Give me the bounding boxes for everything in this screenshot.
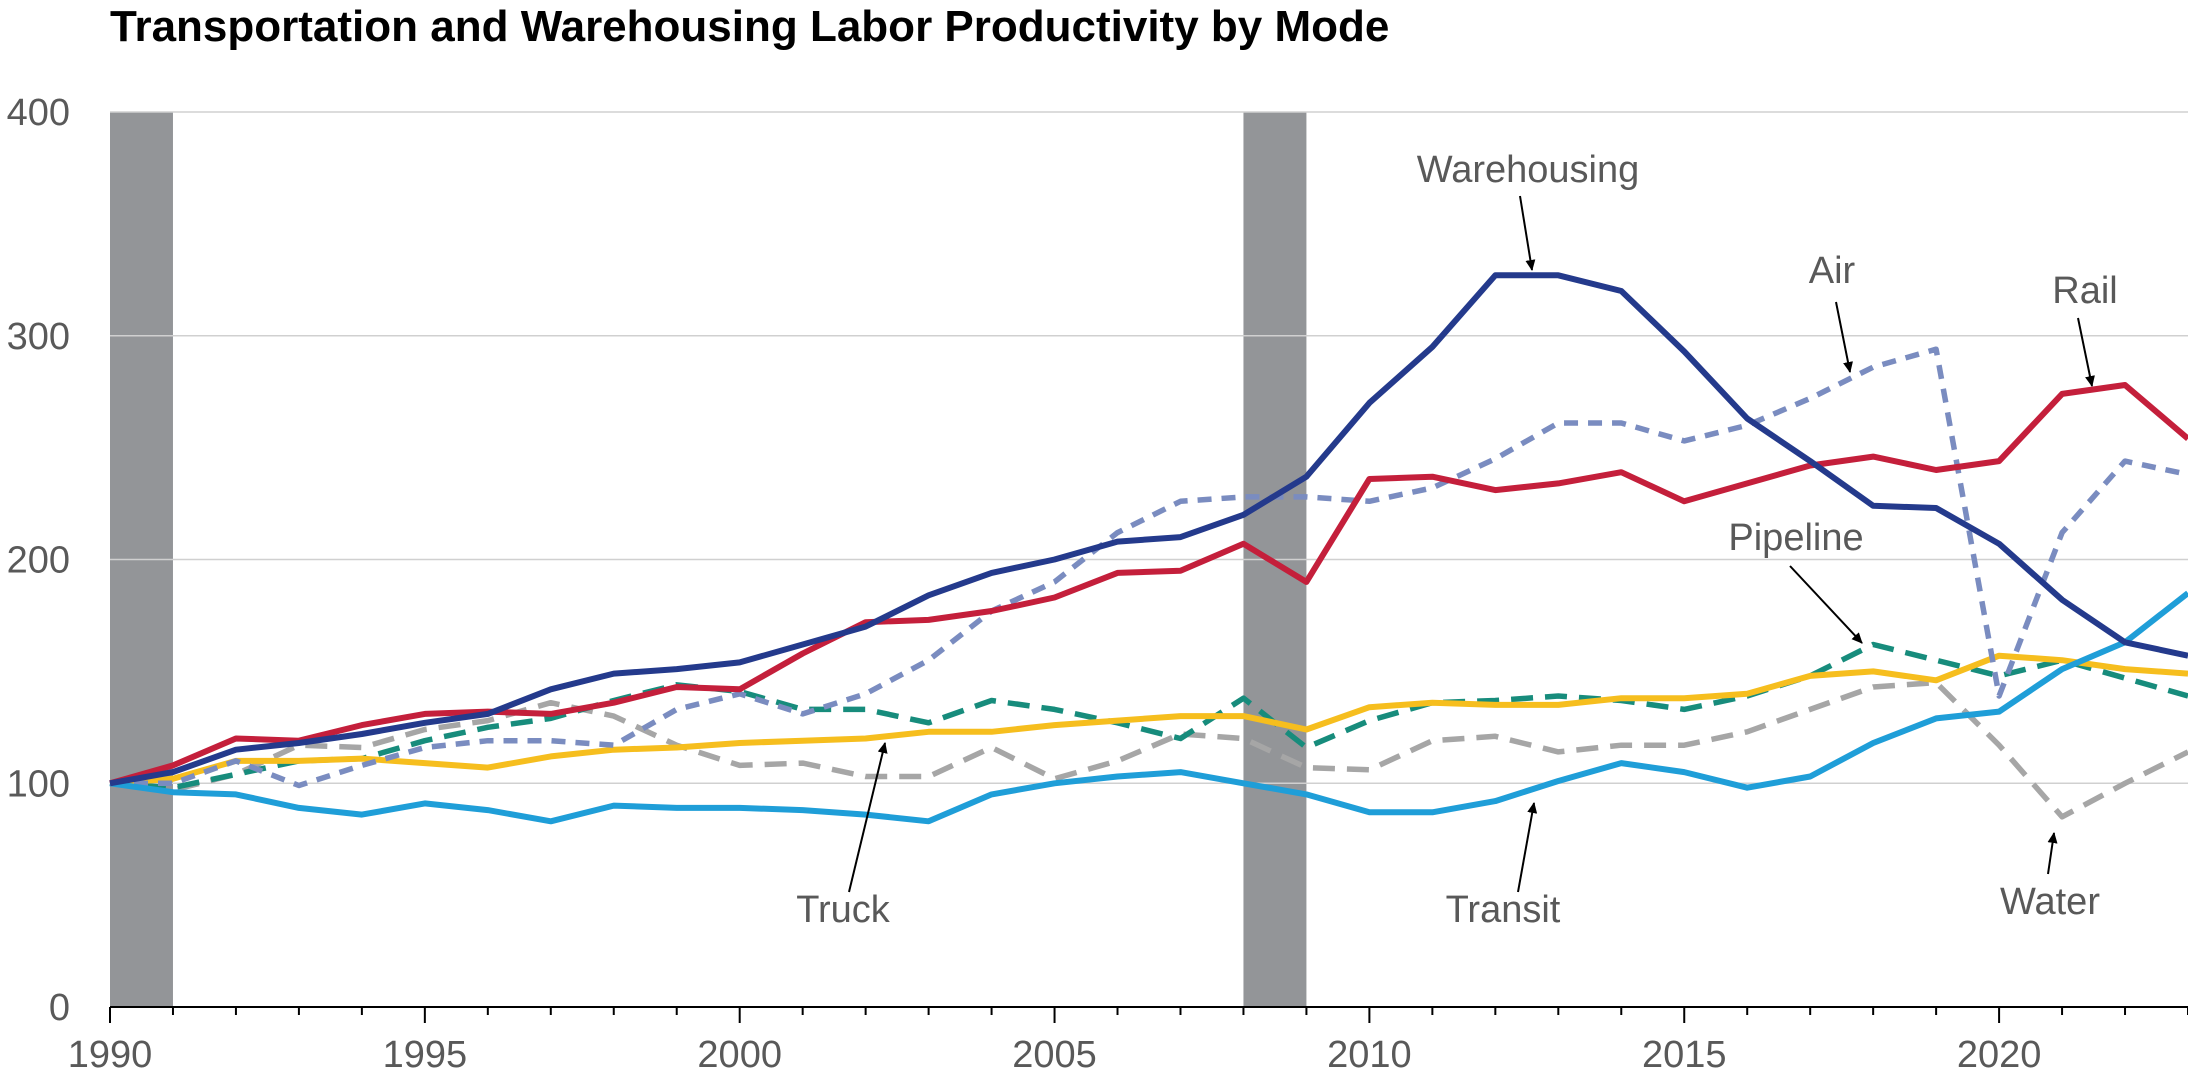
annotation-truck: Truck: [796, 889, 891, 931]
annotation-air: Air: [1809, 250, 1856, 292]
y-tick-label: 0: [49, 987, 70, 1029]
x-tick-label: 1990: [68, 1034, 153, 1076]
x-tick-label: 2005: [1012, 1034, 1097, 1076]
series-line-pipeline: [109, 641, 2188, 791]
y-tick-label: 100: [7, 763, 70, 805]
y-tick-label: 300: [7, 316, 70, 358]
chart-title: Transportation and Warehousing Labor Pro…: [110, 2, 1390, 51]
x-tick-label: 2010: [1327, 1034, 1412, 1076]
annotation-arrow: [1789, 565, 1863, 644]
annotation-water: Water: [2000, 881, 2100, 923]
x-tick-label: 2015: [1642, 1034, 1727, 1076]
series-line-water: [109, 679, 2188, 820]
x-tick-label: 2020: [1957, 1034, 2042, 1076]
series-line-rail: [109, 382, 2188, 787]
annotation-warehousing: Warehousing: [1417, 149, 1640, 191]
annotation-arrow: [1835, 301, 1853, 373]
series-line-air: [110, 346, 2188, 789]
y-tick-label: 200: [7, 540, 70, 582]
annotation-arrow: [848, 742, 888, 893]
y-tick-label: 400: [7, 92, 70, 134]
annotation-pipeline: Pipeline: [1728, 517, 1863, 559]
annotation-arrow: [2047, 832, 2058, 875]
series-line-truck: [109, 652, 2188, 787]
annotation-transit: Transit: [1446, 889, 1561, 931]
x-tick-label: 1995: [383, 1034, 468, 1076]
annotation-arrow: [2077, 317, 2095, 387]
x-tick-label: 2000: [697, 1034, 782, 1076]
annotation-arrow: [1517, 802, 1538, 893]
annotation-arrow: [1519, 195, 1536, 271]
series-line-warehousing: [109, 272, 2188, 787]
series-line-transit: [109, 590, 2188, 825]
annotation-rail: Rail: [2052, 270, 2117, 312]
